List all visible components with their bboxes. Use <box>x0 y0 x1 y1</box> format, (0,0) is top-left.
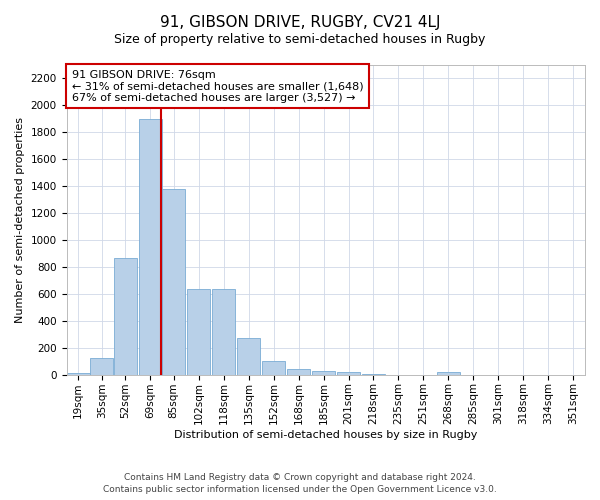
Bar <box>114 258 137 374</box>
Text: Contains HM Land Registry data © Crown copyright and database right 2024.: Contains HM Land Registry data © Crown c… <box>124 472 476 482</box>
Bar <box>437 372 460 374</box>
Bar <box>237 338 260 374</box>
Text: Contains public sector information licensed under the Open Government Licence v3: Contains public sector information licen… <box>103 485 497 494</box>
Bar <box>139 119 162 374</box>
Bar <box>337 372 360 374</box>
Bar <box>312 370 335 374</box>
Text: 91, GIBSON DRIVE, RUGBY, CV21 4LJ: 91, GIBSON DRIVE, RUGBY, CV21 4LJ <box>160 15 440 30</box>
Bar <box>187 288 210 374</box>
Bar <box>262 361 285 374</box>
Bar <box>162 189 185 374</box>
Bar <box>212 288 235 374</box>
Text: 91 GIBSON DRIVE: 76sqm
← 31% of semi-detached houses are smaller (1,648)
67% of : 91 GIBSON DRIVE: 76sqm ← 31% of semi-det… <box>72 70 364 103</box>
Y-axis label: Number of semi-detached properties: Number of semi-detached properties <box>15 117 25 323</box>
Text: Size of property relative to semi-detached houses in Rugby: Size of property relative to semi-detach… <box>115 32 485 46</box>
Bar <box>287 368 310 374</box>
X-axis label: Distribution of semi-detached houses by size in Rugby: Distribution of semi-detached houses by … <box>174 430 478 440</box>
Bar <box>90 358 113 374</box>
